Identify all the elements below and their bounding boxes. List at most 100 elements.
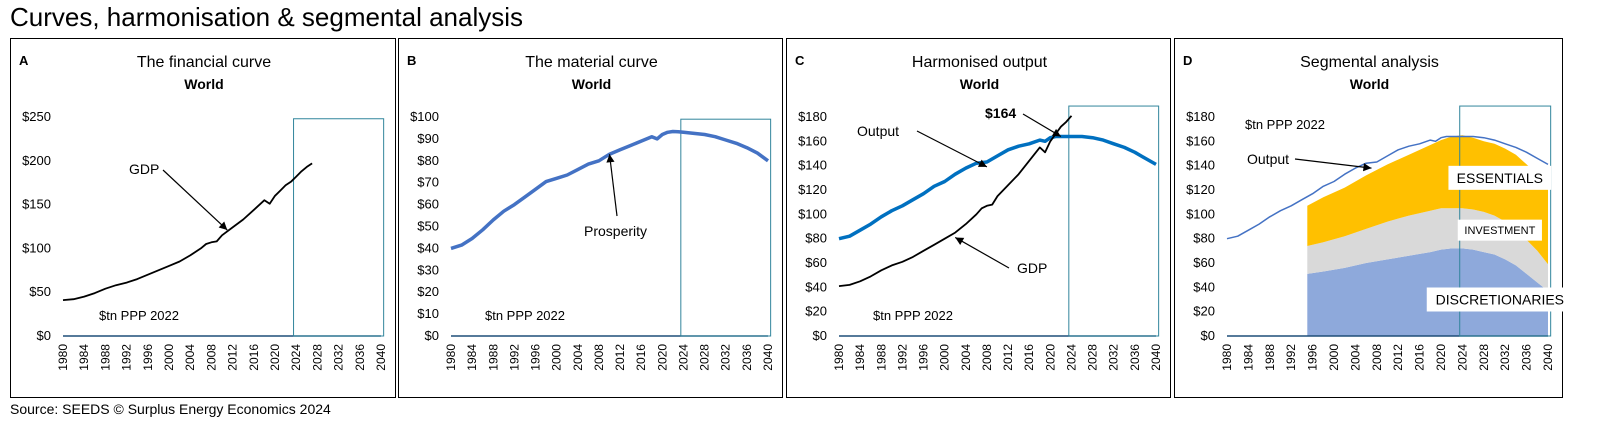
unit-note: $tn PPP 2022 xyxy=(1245,117,1325,132)
x-tick-label: 2020 xyxy=(1043,344,1057,371)
x-tick-label: 1992 xyxy=(1284,344,1298,371)
x-tick-label: 1988 xyxy=(874,344,888,371)
y-tick-label: $140 xyxy=(798,158,827,173)
x-tick-label: 2020 xyxy=(1434,344,1448,371)
series-line-output xyxy=(838,134,1157,241)
x-tick-label: 2036 xyxy=(1520,344,1534,371)
y-tick-label: $100 xyxy=(1186,206,1215,221)
x-tick-label: 1996 xyxy=(1306,344,1320,371)
y-tick-label: $100 xyxy=(410,109,439,124)
unit-note: $tn PPP 2022 xyxy=(485,308,565,323)
annotation-arrow-head xyxy=(1051,128,1061,137)
chart-panel-a: A The financial curve World $0 $50 $100 $150 $2… xyxy=(10,38,396,398)
y-tick-label: $60 xyxy=(417,197,439,212)
panel-letter: B xyxy=(407,53,416,68)
x-tick-label: 1996 xyxy=(529,344,543,371)
x-tick-label: 1980 xyxy=(56,344,70,371)
x-tick-label: 2020 xyxy=(268,344,282,371)
y-tick-label: $60 xyxy=(1193,255,1215,270)
y-tick-label: $30 xyxy=(417,262,439,277)
annotation-label: Output xyxy=(1247,151,1289,167)
segment-label-box xyxy=(1457,219,1542,241)
x-tick-label: 2020 xyxy=(655,344,669,371)
annotation-label: GDP xyxy=(129,161,159,177)
x-tick-label: 1988 xyxy=(98,344,112,371)
y-tick-label: $150 xyxy=(22,197,51,212)
x-tick-label: 1980 xyxy=(444,344,458,371)
x-tick-label: 2028 xyxy=(1477,344,1491,371)
x-tick-label: 2040 xyxy=(1541,344,1555,371)
x-tick-label: 2016 xyxy=(1022,344,1036,371)
x-tick-label: 2028 xyxy=(1086,344,1100,371)
x-tick-label: 2024 xyxy=(289,344,303,371)
x-tick-label: 2040 xyxy=(1149,344,1163,371)
x-tick-label: 2016 xyxy=(634,344,648,371)
panel-subtitle: World xyxy=(572,76,611,92)
annotation-arrow-line xyxy=(916,130,988,168)
x-tick-label: 1996 xyxy=(141,344,155,371)
y-tick-label: $20 xyxy=(417,284,439,299)
chart-svg-a: A The financial curve World $0 $50 $100 $150 $2… xyxy=(19,53,388,371)
panel-title: Segmental analysis xyxy=(1300,54,1439,71)
panel-letter: A xyxy=(19,53,29,68)
y-tick-label: $80 xyxy=(417,153,439,168)
y-tick-label: $180 xyxy=(798,109,827,124)
x-tick-label: 1980 xyxy=(832,344,846,371)
x-tick-label: 2032 xyxy=(719,344,733,371)
annotation-arrow-line xyxy=(954,236,1010,269)
y-tick-label: $40 xyxy=(417,240,439,255)
chart-panel-b: B The material curve World $0 $10 $20 $30 $40 $5… xyxy=(398,38,783,398)
annotation-arrow-head xyxy=(1363,163,1372,172)
y-tick-label: $0 xyxy=(1201,328,1215,343)
y-tick-label: $160 xyxy=(1186,133,1215,148)
y-tick-label: $0 xyxy=(813,328,827,343)
x-tick-label: 2004 xyxy=(183,344,197,371)
x-tick-label: 2032 xyxy=(332,344,346,371)
segment-label-investment: INVESTMENT xyxy=(1464,225,1535,237)
x-tick-label: 2012 xyxy=(1001,344,1015,371)
x-tick-label: 1992 xyxy=(895,344,909,371)
y-tick-label: $50 xyxy=(417,219,439,234)
series-line-prosperity xyxy=(450,129,770,251)
y-tick-label: $180 xyxy=(1186,109,1215,124)
y-tick-label: $120 xyxy=(798,182,827,197)
x-tick-label: 2032 xyxy=(1107,344,1121,371)
series-line-output xyxy=(1226,135,1549,240)
annotation-label: Prosperity xyxy=(584,223,647,239)
x-tick-label: 2036 xyxy=(353,344,367,371)
x-tick-label: 2016 xyxy=(1413,344,1427,371)
x-tick-label: 2000 xyxy=(1327,344,1341,371)
y-tick-label: $140 xyxy=(1186,158,1215,173)
x-tick-label: 2012 xyxy=(613,344,627,371)
x-tick-label: 1988 xyxy=(1263,344,1277,371)
panel-letter: C xyxy=(795,53,805,68)
x-tick-label: 2008 xyxy=(980,344,994,371)
y-tick-label: $50 xyxy=(29,284,51,299)
y-tick-label: $0 xyxy=(37,328,51,343)
chart-panel-c: C Harmonised output World $0 $20 $40 $60 $80 $10… xyxy=(786,38,1171,398)
forecast-box xyxy=(680,118,772,337)
series-line-gdp xyxy=(838,115,1073,287)
x-tick-label: 1996 xyxy=(917,344,931,371)
forecast-box xyxy=(1068,105,1160,337)
x-tick-label: 2000 xyxy=(162,344,176,371)
panel-subtitle: World xyxy=(1350,76,1389,92)
annotation-label: Output xyxy=(857,123,899,139)
panel-subtitle: World xyxy=(184,76,223,92)
x-tick-label: 1992 xyxy=(120,344,134,371)
x-tick-label: 2032 xyxy=(1498,344,1512,371)
x-tick-label: 2004 xyxy=(959,344,973,371)
forecast-box xyxy=(293,118,385,337)
annotation-arrow-line xyxy=(162,169,228,231)
x-tick-label: 1984 xyxy=(853,344,867,371)
x-tick-label: 2036 xyxy=(1128,344,1142,371)
y-tick-label: $40 xyxy=(805,279,827,294)
x-tick-label: 1984 xyxy=(77,344,91,371)
x-tick-label: 2012 xyxy=(1391,344,1405,371)
unit-note: $tn PPP 2022 xyxy=(99,308,179,323)
x-tick-label: 1980 xyxy=(1220,344,1234,371)
chart-svg-d: D Segmental analysis World $0 $20 $40 $60 $80 $1… xyxy=(1183,53,1564,371)
annotation-arrow-head xyxy=(218,221,228,231)
series-line-gdp xyxy=(62,162,313,301)
y-tick-label: $80 xyxy=(1193,231,1215,246)
